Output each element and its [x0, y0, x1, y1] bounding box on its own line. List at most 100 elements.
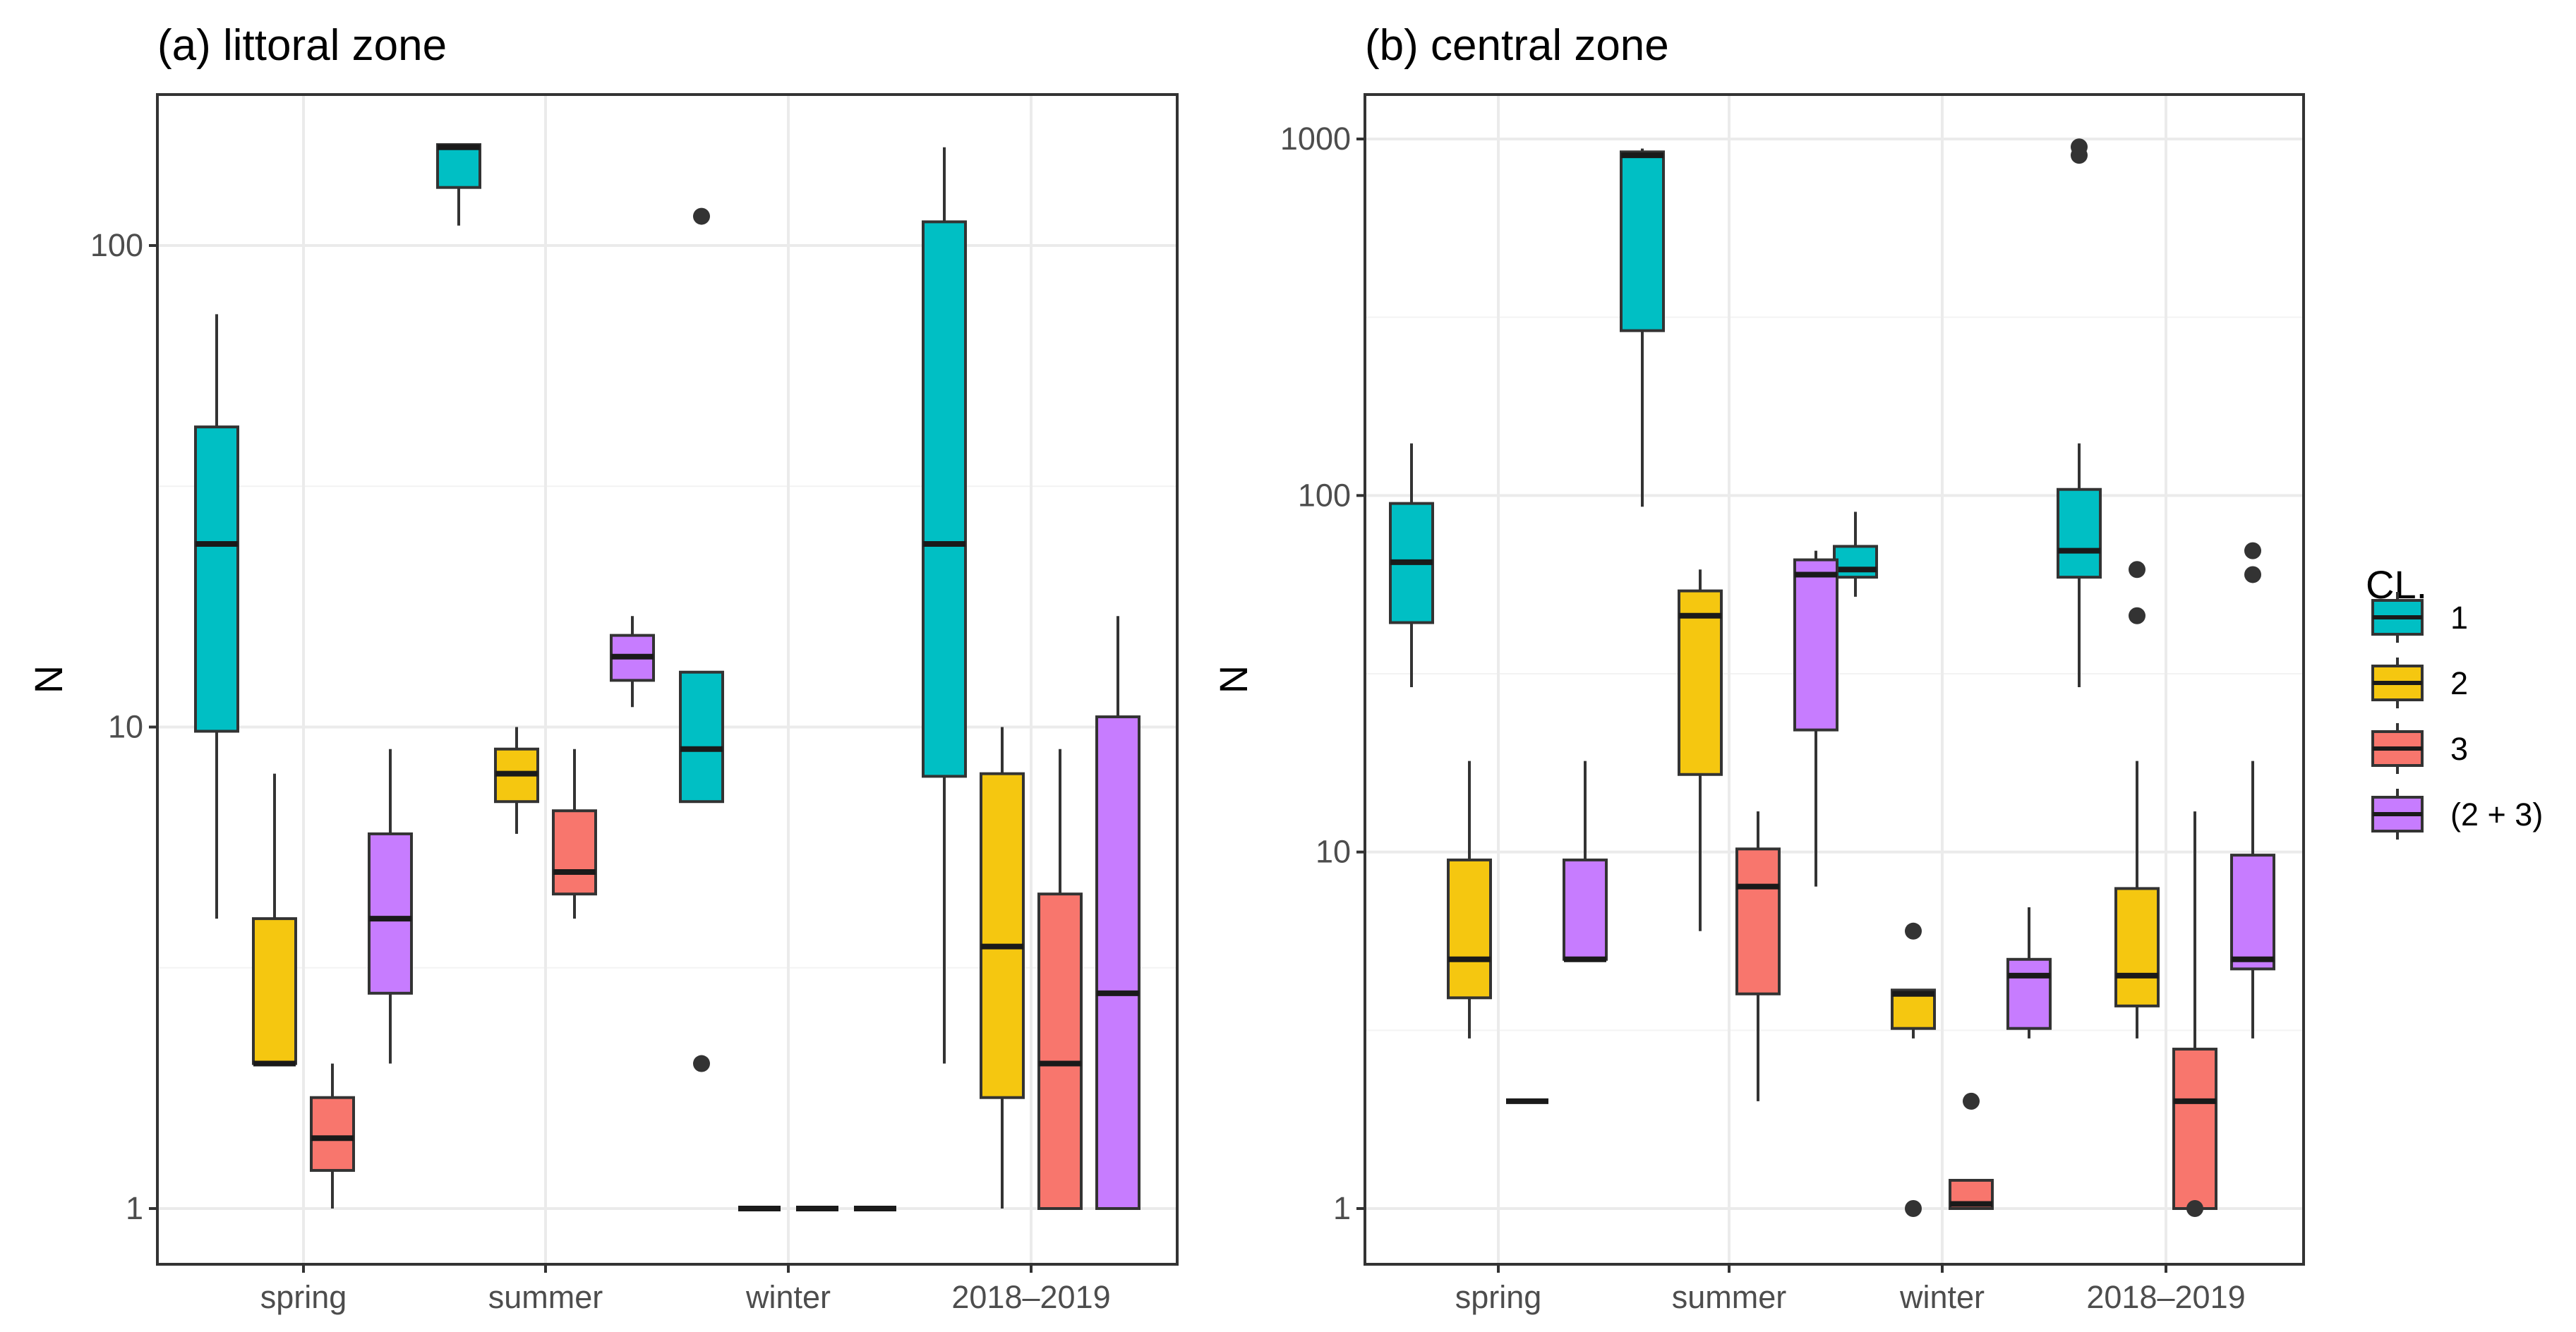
x-tick-label: winter	[745, 1279, 831, 1315]
outlier-point	[2244, 566, 2261, 583]
box-23-summer	[1793, 550, 1838, 887]
box-body	[679, 670, 724, 804]
legend-label: 2	[2450, 665, 2468, 701]
legend: CL. 123(2 + 3)	[2366, 562, 2543, 840]
panel-border-central	[1364, 93, 2305, 1266]
box-body	[922, 220, 967, 778]
y-ticks-central: 1 10 100 1000	[1280, 121, 1365, 1226]
box-2-spring	[1447, 761, 1492, 1039]
outlier-point	[2186, 1200, 2203, 1217]
y-axis-label-littoral: N	[26, 665, 71, 694]
box-body	[2172, 1048, 2217, 1210]
box-body	[368, 832, 413, 995]
outlier-point	[1905, 922, 1922, 940]
boxes-central	[1389, 138, 2275, 1217]
y-tick-label: 1000	[1280, 121, 1351, 157]
box-1-20182019	[2057, 138, 2102, 688]
box-1-spring	[1389, 443, 1434, 688]
outlier-point	[1963, 1092, 1980, 1110]
y-ticks-littoral: 1 10 100	[90, 227, 157, 1226]
x-tick-label: 2018–2019	[951, 1279, 1110, 1315]
box-body	[1735, 847, 1781, 995]
panel-border-littoral	[156, 93, 1179, 1266]
box-2-summer	[494, 727, 539, 834]
y-tick-label: 1	[1333, 1190, 1351, 1226]
box-body	[980, 772, 1025, 1099]
x-tick-label: spring	[260, 1279, 347, 1315]
box-body	[252, 917, 297, 1065]
box-body	[2006, 957, 2052, 1030]
box-body	[1447, 858, 1492, 1000]
box-2-winter	[1891, 922, 1936, 1217]
panel-littoral-zone: 1 10 100 spring summer winter 2018–2019 (a) l…	[26, 21, 1179, 1315]
box-23-20182019	[2230, 542, 2275, 1039]
legend-entry: (2 + 3)	[2371, 789, 2543, 840]
box-2-20182019	[2114, 561, 2160, 1039]
box-body	[2114, 887, 2160, 1007]
chart-title-littoral: (a) littoral zone	[157, 21, 447, 70]
legend-label: (2 + 3)	[2450, 797, 2543, 832]
y-axis-label-central: N	[1211, 665, 1256, 694]
box-23-summer	[610, 616, 655, 708]
box-2-summer	[1678, 569, 1723, 931]
box-body	[2230, 854, 2275, 971]
box-2-20182019	[980, 727, 1025, 1209]
legend-entry: 1	[2371, 592, 2468, 643]
box-3-summer	[1735, 811, 1781, 1101]
legend-keys: 1 2 3 (2 + 3)	[2371, 592, 2543, 840]
boxes-littoral	[194, 143, 1140, 1211]
box-23-spring	[1563, 761, 1608, 962]
box-1-winter	[679, 207, 724, 1072]
box-1-winter	[1833, 511, 1878, 597]
chart-title-central: (b) central zone	[1365, 21, 1669, 70]
box-body	[1095, 715, 1140, 1210]
outlier-point	[2244, 542, 2261, 559]
box-2-spring	[252, 773, 297, 1067]
x-tick-label: spring	[1455, 1279, 1542, 1315]
outlier-point	[2129, 561, 2145, 579]
box-3-summer	[552, 749, 597, 919]
outlier-point	[1905, 1200, 1922, 1217]
box-body	[2057, 488, 2102, 579]
x-tick-label: summer	[488, 1279, 603, 1315]
box-body	[194, 425, 239, 733]
x-ticks-central: spring summer winter 2018–2019	[1455, 1264, 2246, 1315]
box-body	[1678, 589, 1723, 776]
box-1-summer	[1620, 148, 1665, 507]
box-body	[1563, 858, 1608, 961]
box-1-spring	[194, 314, 239, 919]
outlier-point	[693, 1055, 710, 1072]
box-1-20182019	[922, 147, 967, 1064]
gridlines-littoral	[157, 95, 1177, 1264]
outlier-point	[2129, 607, 2145, 624]
x-tick-label: winter	[1899, 1279, 1985, 1315]
box-1-summer	[436, 143, 481, 226]
legend-label: 3	[2450, 731, 2468, 767]
box-3-winter	[1949, 1092, 1994, 1210]
legend-entry: 3	[2371, 723, 2468, 774]
box-body	[310, 1096, 355, 1172]
y-tick-label: 1	[126, 1190, 143, 1226]
y-tick-label: 100	[90, 227, 143, 263]
box-3-spring	[310, 1063, 355, 1209]
legend-entry: 2	[2371, 658, 2468, 708]
box-body	[1037, 892, 1083, 1211]
box-23-20182019	[1095, 616, 1140, 1210]
x-tick-label: 2018–2019	[2086, 1279, 2245, 1315]
box-23-winter	[2006, 907, 2052, 1039]
box-23-spring	[368, 749, 413, 1064]
x-ticks-littoral: spring summer winter 2018–2019	[260, 1264, 1111, 1315]
outlier-point	[2071, 138, 2088, 156]
box-body	[552, 809, 597, 896]
x-tick-label: summer	[1672, 1279, 1787, 1315]
y-tick-label: 10	[1316, 834, 1351, 870]
box-body	[1793, 558, 1838, 732]
box-body	[1833, 545, 1878, 579]
box-3-20182019	[1037, 749, 1083, 1211]
outlier-point	[693, 207, 710, 225]
legend-label: 1	[2450, 600, 2468, 636]
y-tick-label: 10	[108, 709, 143, 745]
panel-central-zone: 1 10 100 1000 spring summer winter 2018–2019 (…	[1211, 21, 2305, 1315]
box-body	[1620, 150, 1665, 332]
